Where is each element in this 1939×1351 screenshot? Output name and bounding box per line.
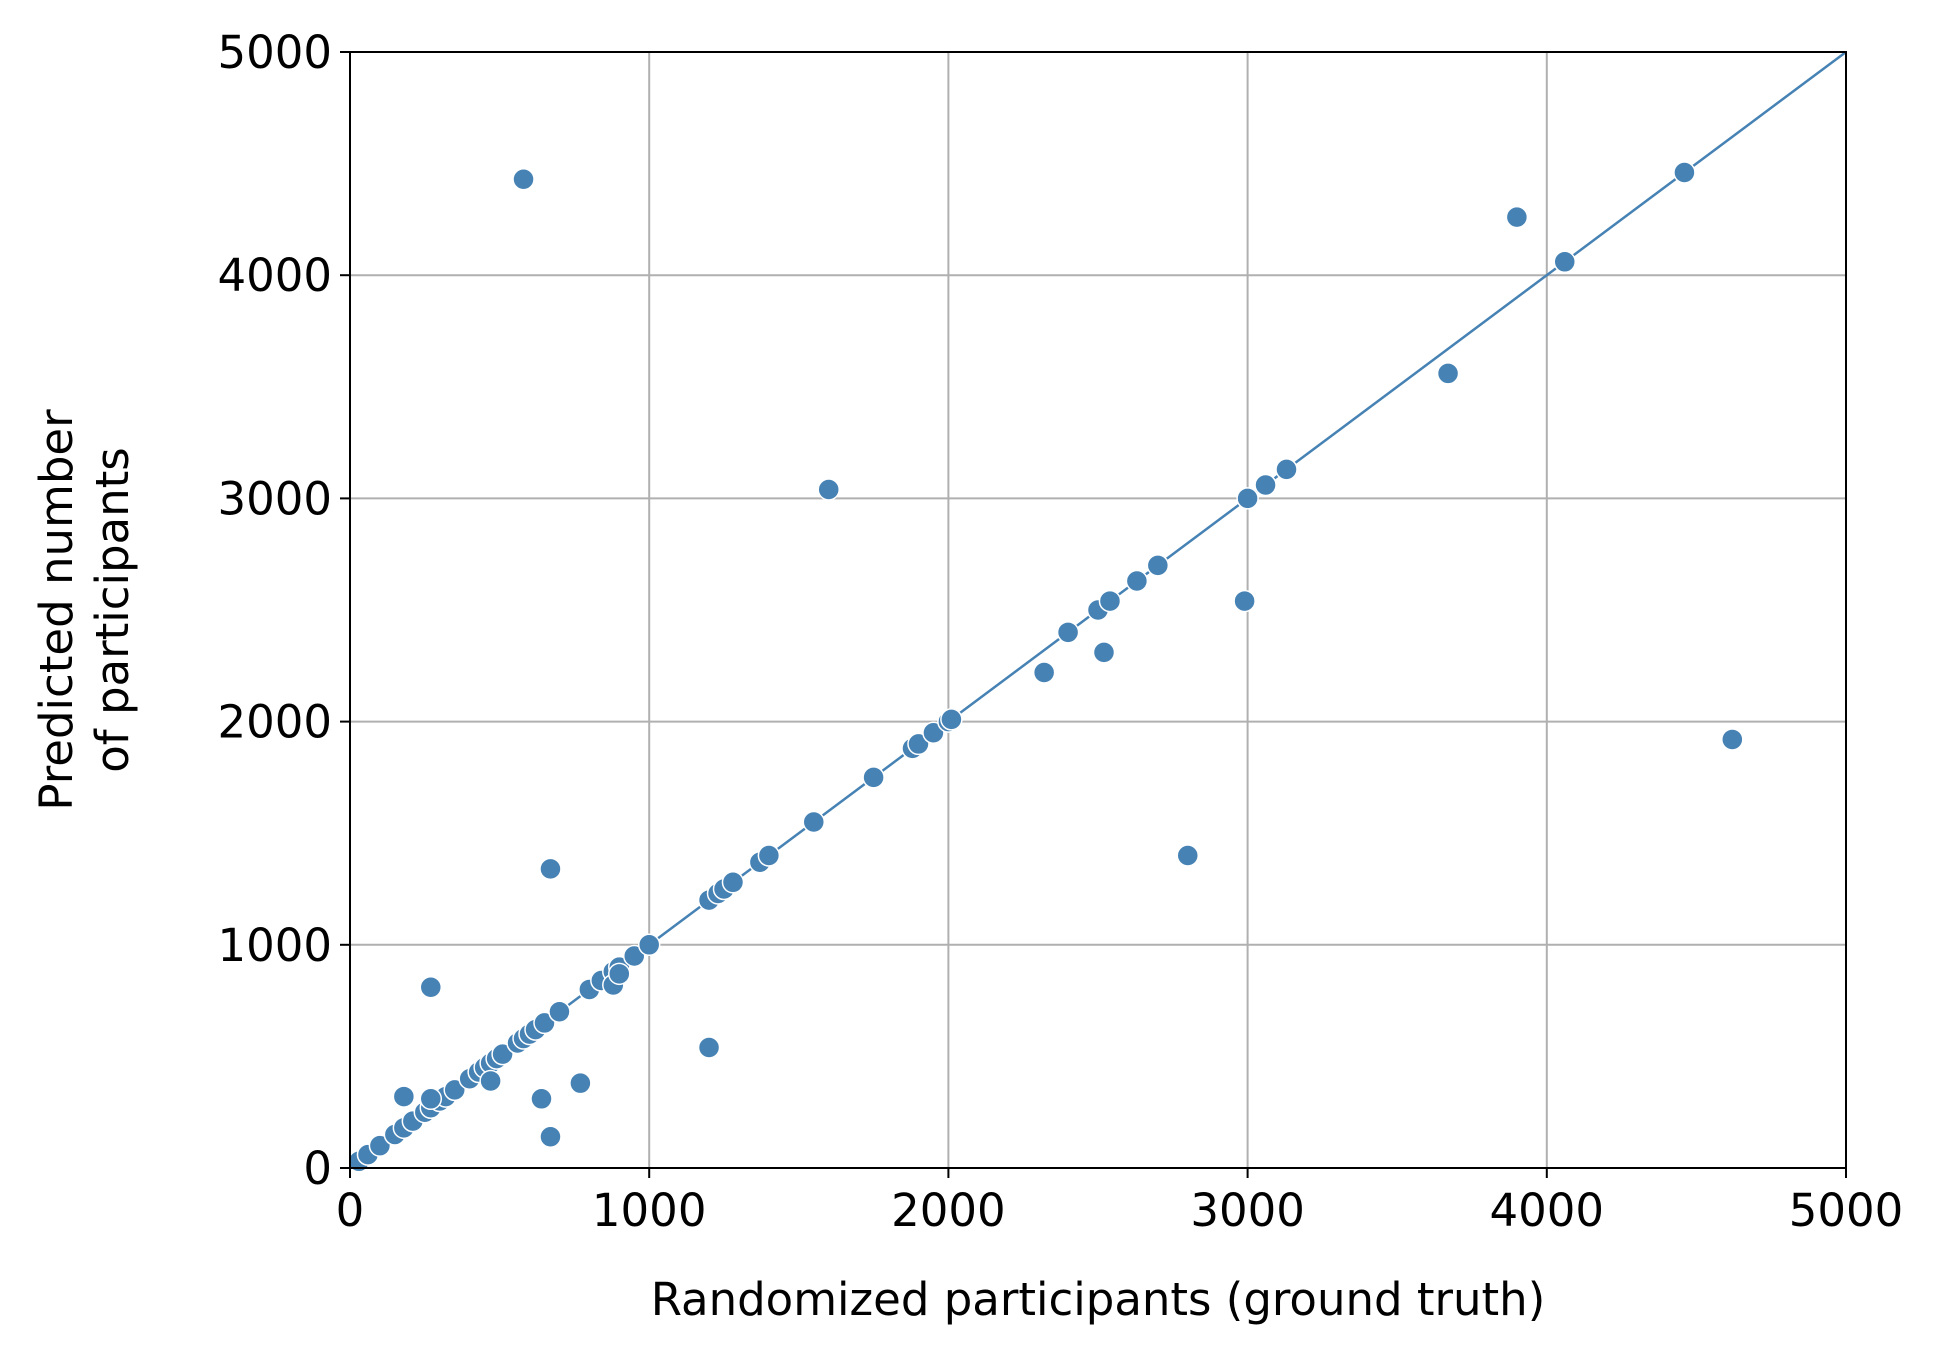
- data-point: [1673, 161, 1696, 184]
- data-point: [1275, 458, 1298, 481]
- data-point: [817, 478, 840, 501]
- y-tick-label: 4000: [217, 249, 332, 302]
- data-point: [637, 933, 661, 957]
- data-point: [1254, 473, 1277, 497]
- x-tick-label: 5000: [1789, 1184, 1904, 1237]
- y-tick-label: 2000: [217, 696, 332, 749]
- y-axis-label-line-1: Predicted number: [30, 409, 83, 811]
- data-point: [1092, 641, 1116, 664]
- data-point: [533, 1011, 556, 1035]
- data-point: [1233, 589, 1256, 613]
- y-tick-label: 3000: [217, 472, 332, 525]
- data-point: [1125, 569, 1149, 593]
- data-point: [1721, 728, 1744, 751]
- x-axis-label: Randomized participants (ground truth): [651, 1273, 1546, 1326]
- data-point: [1098, 589, 1122, 613]
- data-point: [392, 1085, 416, 1108]
- data-point: [608, 962, 631, 986]
- data-point: [530, 1087, 553, 1111]
- data-point: [539, 857, 562, 881]
- data-point: [368, 1134, 392, 1157]
- data-point: [922, 721, 945, 745]
- data-point: [1436, 362, 1460, 385]
- data-point: [1176, 844, 1200, 867]
- y-axis-label: Predicted number of participants: [30, 409, 139, 811]
- data-point: [862, 766, 885, 789]
- data-point: [622, 944, 646, 968]
- data-point: [940, 708, 963, 731]
- data-point: [1032, 661, 1056, 684]
- data-point: [757, 844, 781, 867]
- axis-ticks: 0 1000 2000 3000 4000 5000 0 1000 2000 3000 4000 50…: [217, 26, 1903, 1237]
- data-point: [443, 1078, 466, 1102]
- data-point: [1056, 621, 1080, 644]
- x-tick-label: 0: [336, 1184, 365, 1237]
- y-tick-label: 5000: [217, 26, 332, 79]
- data-point: [802, 810, 826, 834]
- data-point: [721, 871, 745, 894]
- data-point: [569, 1071, 592, 1095]
- plot-frame: [349, 51, 1847, 1169]
- data-point: [697, 1036, 721, 1059]
- data-point: [1236, 487, 1259, 510]
- data-points: [347, 161, 1744, 1173]
- x-tick-label: 1000: [592, 1184, 707, 1237]
- x-tick-label: 4000: [1490, 1184, 1605, 1237]
- data-point: [907, 732, 930, 756]
- data-point: [419, 1087, 443, 1111]
- data-point: [1146, 554, 1170, 577]
- data-point: [479, 1069, 502, 1093]
- x-tick-label: 2000: [891, 1184, 1006, 1237]
- data-point: [548, 1000, 571, 1024]
- data-point: [419, 975, 443, 999]
- x-tick-label: 3000: [1190, 1184, 1305, 1237]
- data-point: [1505, 205, 1529, 229]
- data-point: [1553, 250, 1577, 274]
- data-point: [491, 1042, 514, 1066]
- y-axis-label-line-2: of participants: [86, 447, 139, 772]
- y-tick-label: 0: [303, 1142, 332, 1195]
- y-tick-label: 1000: [217, 919, 332, 972]
- data-point: [539, 1125, 562, 1149]
- data-point: [512, 167, 535, 191]
